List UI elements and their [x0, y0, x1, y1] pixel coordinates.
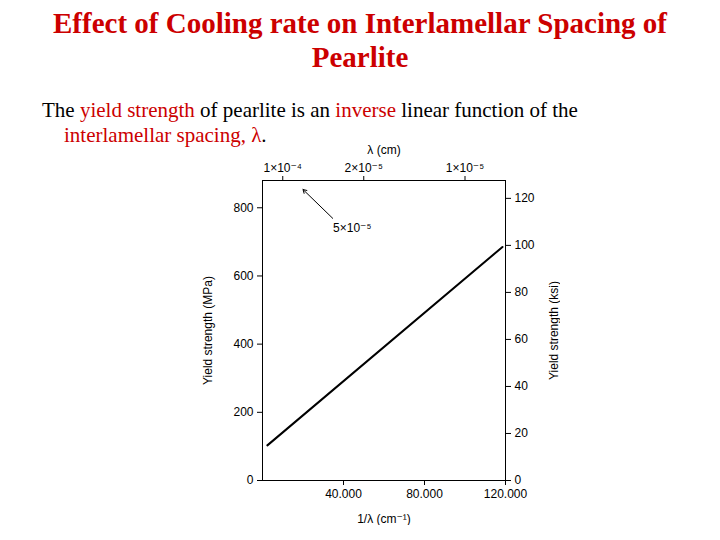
svg-text:120.000: 120.000 [484, 487, 528, 501]
svg-text:Yield strength (MPa): Yield strength (MPa) [201, 276, 215, 385]
svg-text:40.000: 40.000 [325, 487, 362, 501]
svg-text:100: 100 [515, 238, 535, 252]
svg-text:1×10⁻⁴: 1×10⁻⁴ [263, 161, 302, 175]
svg-text:20: 20 [515, 426, 529, 440]
svg-text:40: 40 [515, 379, 529, 393]
svg-text:80: 80 [515, 285, 529, 299]
svg-text:0: 0 [247, 473, 254, 487]
svg-text:800: 800 [233, 201, 253, 215]
html-text:interlamellar spacing, λ.: interlamellar spacing, λ. [64, 123, 267, 147]
html-text:The yield strength of pearlite: The yield strength of pearlite is an inv… [42, 98, 578, 122]
html-text:Effect of Cooling rate on Inte: Effect of Cooling rate on Interlamellar … [53, 7, 667, 73]
svg-text:120: 120 [515, 191, 535, 205]
svg-text:5×10⁻⁵: 5×10⁻⁵ [333, 221, 371, 235]
svg-text:1/λ (cm⁻¹): 1/λ (cm⁻¹) [357, 512, 411, 526]
svg-text:λ (cm): λ (cm) [367, 143, 400, 157]
svg-text:1×10⁻⁵: 1×10⁻⁵ [446, 161, 484, 175]
svg-text:0: 0 [515, 473, 522, 487]
svg-text:600: 600 [233, 269, 253, 283]
svg-text:60: 60 [515, 332, 529, 346]
svg-text:2×10⁻⁵: 2×10⁻⁵ [345, 161, 383, 175]
svg-text:80.000: 80.000 [406, 487, 443, 501]
svg-text:400: 400 [233, 337, 253, 351]
svg-text:200: 200 [233, 405, 253, 419]
svg-text:Yield strength (ksi): Yield strength (ksi) [547, 281, 561, 380]
